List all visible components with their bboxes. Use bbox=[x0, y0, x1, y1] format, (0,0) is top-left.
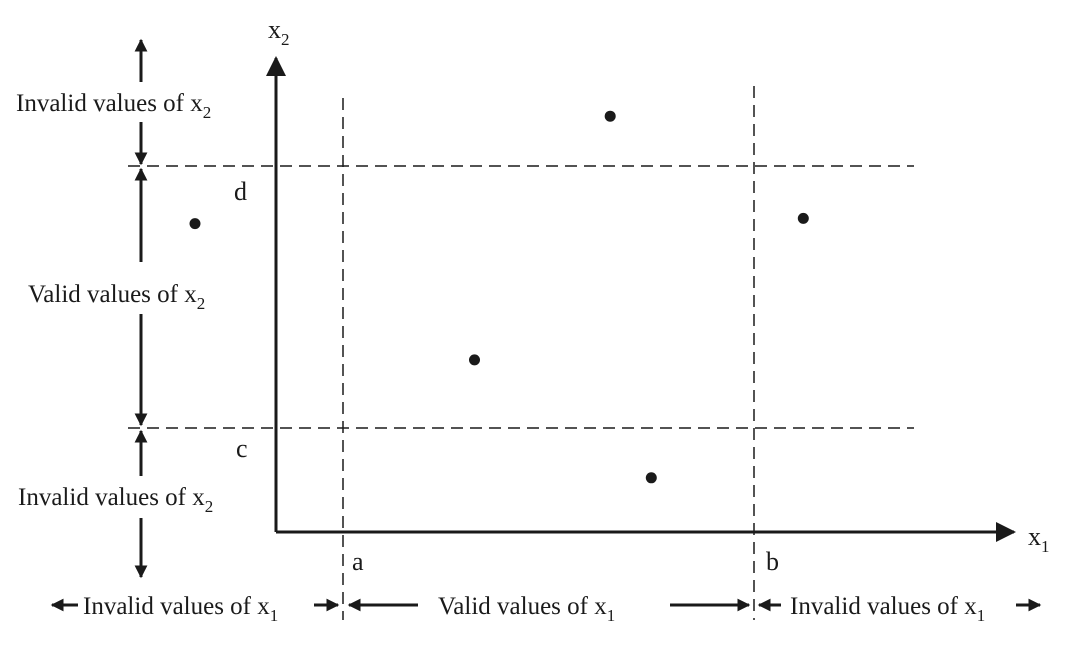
x2-invalid-top-label: Invalid values of x2 bbox=[16, 90, 211, 122]
bound-label-c: c bbox=[236, 434, 248, 463]
point-right bbox=[797, 212, 809, 224]
point-center bbox=[469, 354, 480, 366]
point-left bbox=[189, 218, 201, 230]
x1-invalid-right-label: Invalid values of x1 bbox=[790, 593, 985, 625]
x1-axis-label: x1 bbox=[1028, 522, 1050, 556]
data-points bbox=[189, 110, 809, 484]
point-bottom bbox=[645, 472, 657, 484]
bound-label-b: b bbox=[766, 547, 779, 576]
x1-valid-label: Valid values of x1 bbox=[438, 593, 615, 625]
x2-invalid-bottom-label: Invalid values of x2 bbox=[18, 484, 213, 516]
bound-label-a: a bbox=[352, 547, 364, 576]
point-top-middle bbox=[604, 110, 616, 122]
x2-valid-label: Valid values of x2 bbox=[28, 281, 205, 313]
bound-label-d: d bbox=[234, 177, 247, 206]
x1-invalid-left-label: Invalid values of x1 bbox=[83, 593, 278, 625]
x2-axis-label: x2 bbox=[268, 15, 290, 49]
